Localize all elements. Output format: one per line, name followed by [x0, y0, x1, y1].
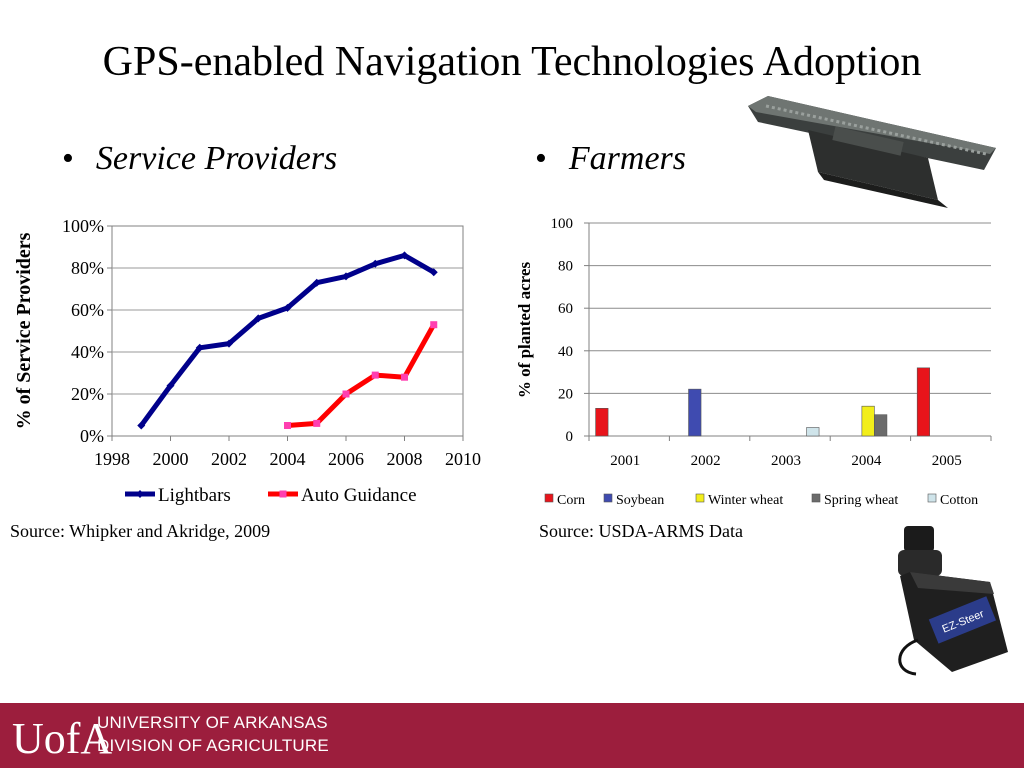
data-point — [313, 419, 321, 427]
y-tick-label: 20% — [71, 384, 104, 404]
legend-label: Corn — [557, 493, 585, 508]
farmers-heading: Farmers — [568, 140, 687, 177]
legend-swatch — [811, 493, 821, 503]
data-point — [166, 381, 175, 390]
bar-chart-y-axis-label: % of planted acres — [515, 262, 534, 399]
data-point — [371, 259, 380, 268]
bar-chart-x-ticks: 2001 2002 2003 2004 2005 — [610, 453, 962, 469]
bar-corn — [595, 408, 609, 437]
y-tick-label: 100 — [551, 216, 574, 232]
data-point — [401, 373, 408, 381]
footer-line-2: DIVISION OF AGRICULTURE — [97, 736, 329, 755]
footer-line-1: UNIVERSITY OF ARKANSAS — [97, 713, 328, 732]
x-tick-label: 2005 — [932, 453, 962, 469]
y-tick-label: 80 — [558, 259, 573, 275]
x-tick-label: 2002 — [211, 449, 247, 469]
legend-label: Spring wheat — [824, 493, 898, 508]
farmers-chart: 0 20 40 60 80 100 2001 2002 2003 2004 2005 % of p… — [515, 216, 992, 508]
right-source: Source: USDA-ARMS Data — [539, 521, 743, 541]
left-source: Source: Whipker and Akridge, 2009 — [10, 521, 271, 541]
data-point — [312, 278, 321, 287]
bar-chart-legend: Corn Soybean Winter wheat Spring wheat Cotto… — [544, 493, 978, 508]
line-chart-legend: Lightbars Auto Guidance — [125, 485, 417, 506]
y-tick-label: 100% — [62, 216, 104, 236]
bullet-dot-icon: • — [62, 140, 74, 177]
y-tick-label: 60% — [71, 300, 104, 320]
legend-label: Soybean — [616, 493, 664, 508]
x-tick-label: 2006 — [328, 449, 364, 469]
x-tick-label: 2004 — [270, 449, 306, 469]
service-providers-chart: 0% 20% 40% 60% 80% 100% 1998 2000 2002 2004 2006 2… — [13, 216, 481, 506]
y-tick-label: 20 — [558, 386, 573, 402]
data-point — [254, 314, 263, 323]
legend-swatch — [927, 493, 937, 503]
line-chart-series — [137, 251, 438, 430]
x-tick-label: 2010 — [445, 449, 481, 469]
bar-chart-bars — [595, 367, 930, 437]
lightbar-photo-icon — [748, 96, 996, 208]
data-point — [195, 343, 204, 352]
x-tick-label: 2001 — [610, 453, 640, 469]
bar-spring-wheat — [874, 414, 888, 437]
legend-swatch — [603, 493, 613, 503]
data-point — [400, 251, 409, 260]
bullet-farmers: • Farmers — [535, 140, 686, 178]
bar-chart-y-ticks: 0 20 40 60 80 100 — [551, 216, 574, 445]
service-providers-heading: Service Providers — [95, 140, 338, 177]
x-tick-label: 2004 — [851, 453, 882, 469]
bar-soybean — [688, 388, 702, 437]
x-tick-label: 2000 — [153, 449, 189, 469]
bar-corn — [916, 367, 930, 437]
data-point — [342, 272, 350, 281]
bar-winter-wheat — [861, 405, 875, 437]
data-point — [284, 422, 291, 429]
x-tick-label: 2003 — [771, 453, 801, 469]
data-point — [342, 390, 350, 398]
legend-label: Winter wheat — [708, 493, 783, 508]
line-chart-y-ticks: 0% 20% 40% 60% 80% 100% — [62, 216, 104, 446]
data-point — [283, 303, 292, 312]
bullet-dot-icon: • — [535, 140, 547, 177]
data-point — [429, 268, 438, 277]
university-logo-icon: UofA — [12, 714, 112, 763]
x-tick-label: 1998 — [94, 449, 130, 469]
y-tick-label: 40% — [71, 342, 104, 362]
y-tick-label: 0 — [566, 429, 574, 445]
y-tick-label: 40 — [558, 344, 573, 360]
legend-swatch — [544, 493, 554, 503]
line-chart-x-ticks: 1998 2000 2002 2004 2006 2008 2010 — [94, 449, 481, 469]
data-point — [430, 321, 438, 329]
line-chart-y-axis-label: % of Service Providers — [13, 232, 35, 429]
y-tick-label: 0% — [80, 426, 104, 446]
legend-label: Lightbars — [158, 485, 231, 506]
x-tick-label: 2008 — [387, 449, 423, 469]
y-tick-label: 80% — [71, 258, 104, 278]
bullet-service-providers: • Service Providers — [62, 140, 337, 178]
bar-cotton — [806, 427, 820, 437]
legend-marker — [279, 490, 287, 498]
data-point — [225, 339, 233, 348]
logo-letters: UofA — [12, 714, 112, 763]
legend-label: Cotton — [940, 493, 978, 508]
x-tick-label: 2002 — [691, 453, 721, 469]
series-line-auto-guidance — [287, 323, 436, 428]
legend-marker — [136, 490, 144, 498]
legend-label: Auto Guidance — [301, 485, 417, 506]
ez-steer-photo-icon: EZ-Steer — [898, 526, 1008, 676]
y-tick-label: 60 — [558, 301, 573, 317]
data-point — [137, 421, 146, 430]
slide-title: GPS-enabled Navigation Technologies Adop… — [102, 39, 922, 85]
footer-bar: UofA UNIVERSITY OF ARKANSAS DIVISION OF … — [0, 703, 1024, 768]
data-point — [371, 371, 379, 379]
legend-swatch — [695, 493, 705, 503]
plot-area — [111, 225, 464, 437]
